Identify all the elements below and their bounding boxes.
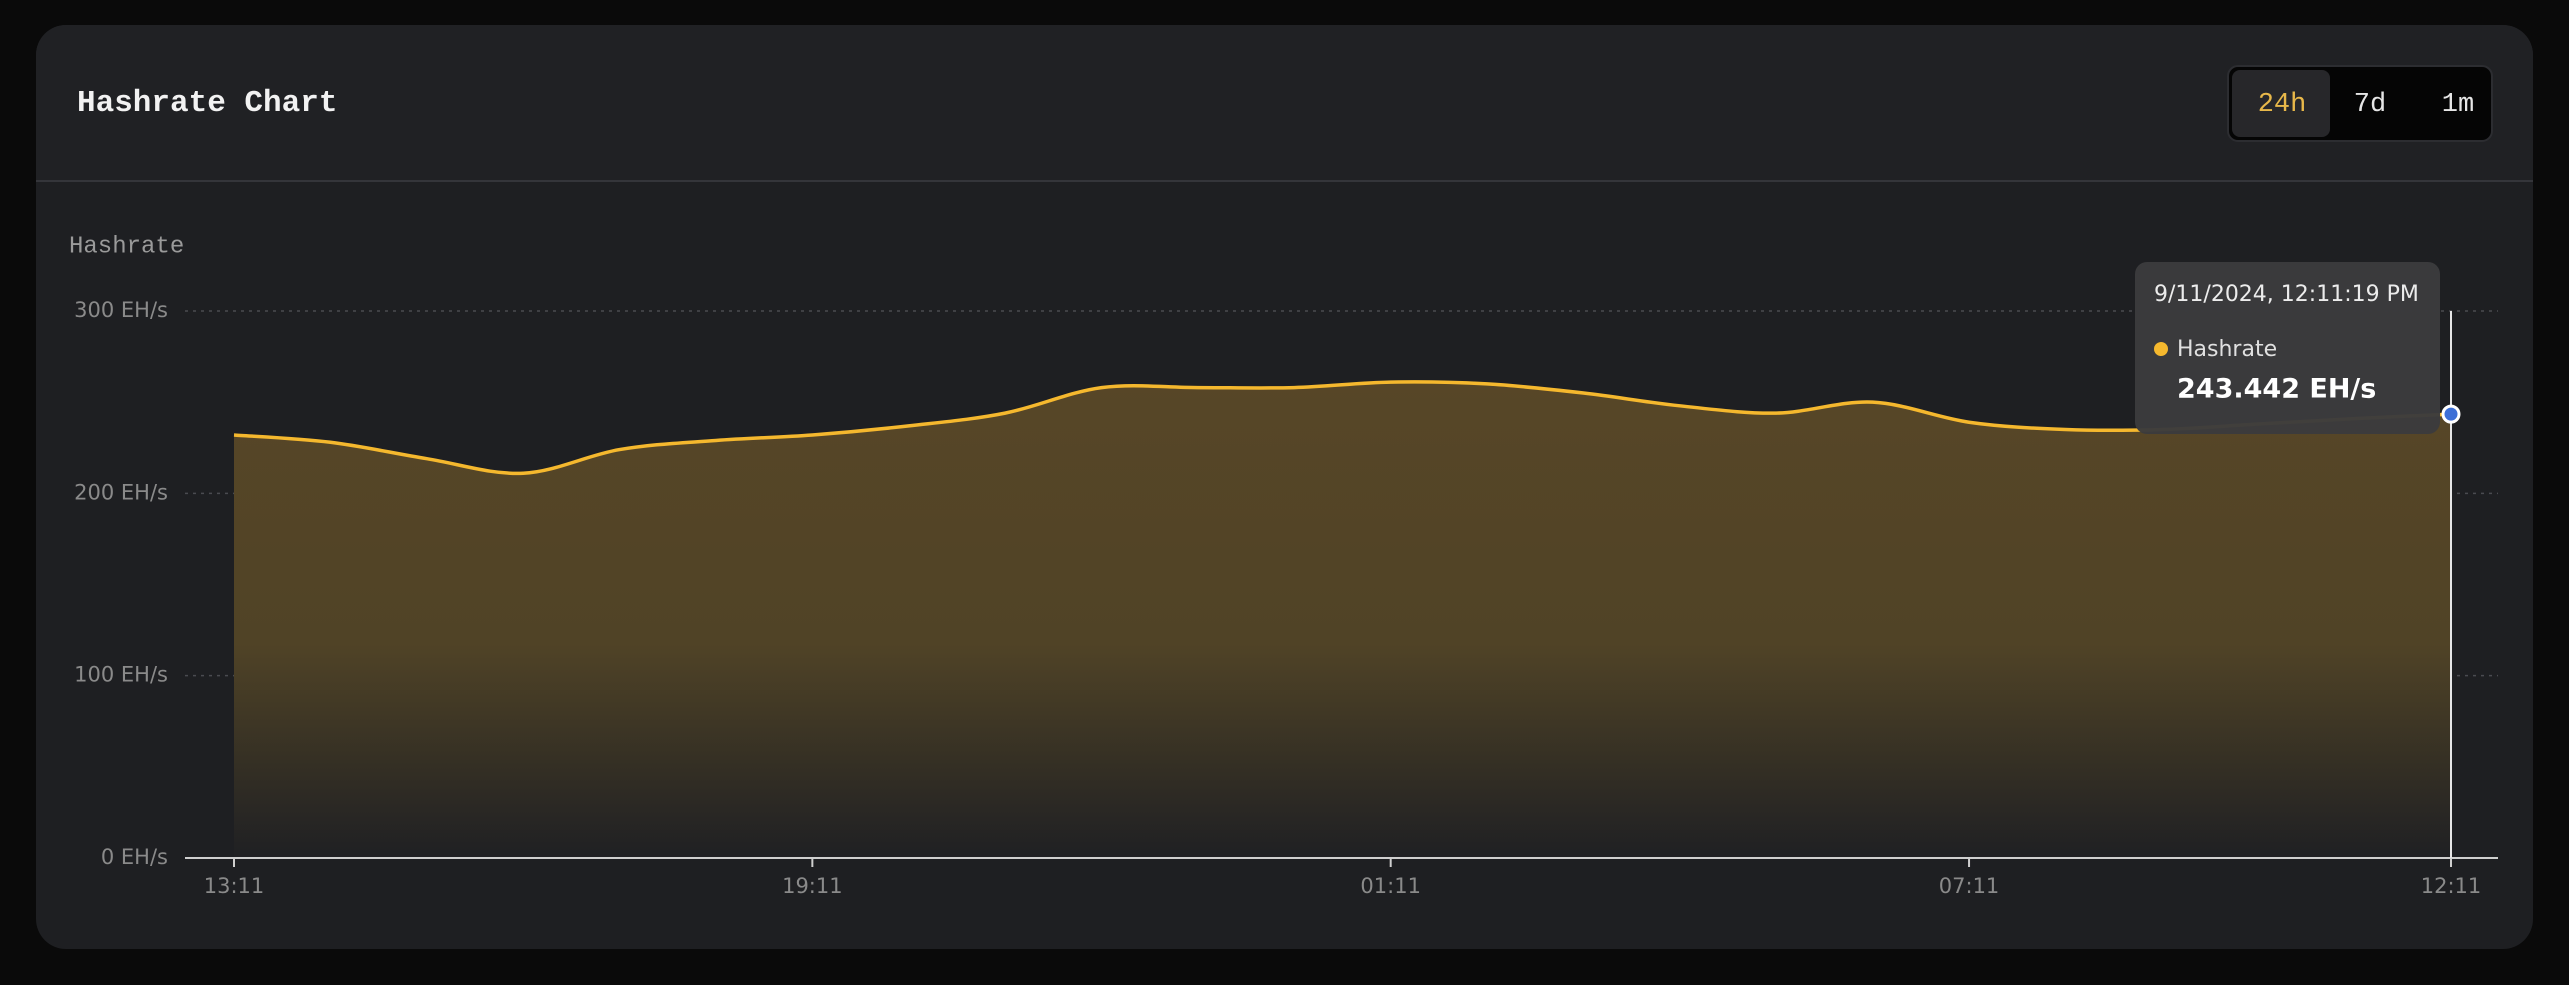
area <box>234 381 2451 858</box>
tooltip-title: 9/11/2024, 12:11:19 PM <box>2154 282 2419 307</box>
x-tick-label: 01:11 <box>1360 874 1421 898</box>
x-tick-label: 07:11 <box>1939 874 2000 898</box>
range-button[interactable] <box>2232 70 2330 137</box>
range-label[interactable]: 1m <box>2442 90 2474 120</box>
y-tick-label: 200 EH/s <box>74 480 168 504</box>
x-tick-label: 12:11 <box>2421 874 2482 898</box>
y-tick-label: 0 EH/s <box>101 845 168 869</box>
cursor-point <box>2441 404 2461 424</box>
tooltip <box>2135 262 2440 434</box>
card-header <box>36 25 2533 180</box>
line <box>233 380 2452 476</box>
header-bg <box>36 150 2533 180</box>
y-tick-label: 100 EH/s <box>74 663 168 687</box>
x-tick-label: 19:11 <box>782 874 843 898</box>
y-tick-label: 300 EH/s <box>74 298 168 322</box>
tooltip-series: Hashrate <box>2177 337 2277 362</box>
title: Hashrate Chart <box>77 86 337 121</box>
y-axis-title: Hashrate <box>69 233 184 260</box>
range-label[interactable]: 24h <box>2258 90 2307 120</box>
tooltip-swatch <box>2154 342 2168 356</box>
x-tick-label: 13:11 <box>204 874 265 898</box>
tooltip-value: 243.442 EH/s <box>2177 374 2376 405</box>
range-label[interactable]: 7d <box>2354 90 2386 120</box>
